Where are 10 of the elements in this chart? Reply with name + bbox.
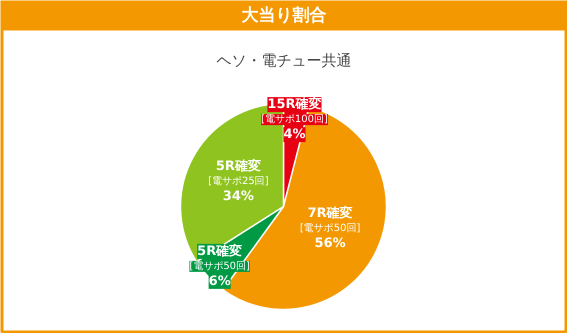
slice-label: 7R確変 [電サポ50回] [300,204,360,234]
data-label: 34% [222,189,254,204]
slice-label: 15R確変 [電サポ100回] [261,96,328,126]
data-label: 4% [283,127,306,142]
data-label: 56% [314,236,346,251]
slice-label: 5R確変 [電サポ50回] [189,242,250,272]
chart-subtitle: ヘソ・電チュー共通 [216,52,352,70]
data-label: 6% [208,274,231,289]
slice-label: 5R確変 [電サポ25回] [208,158,269,188]
chart-title: 大当り割合 [242,6,326,26]
